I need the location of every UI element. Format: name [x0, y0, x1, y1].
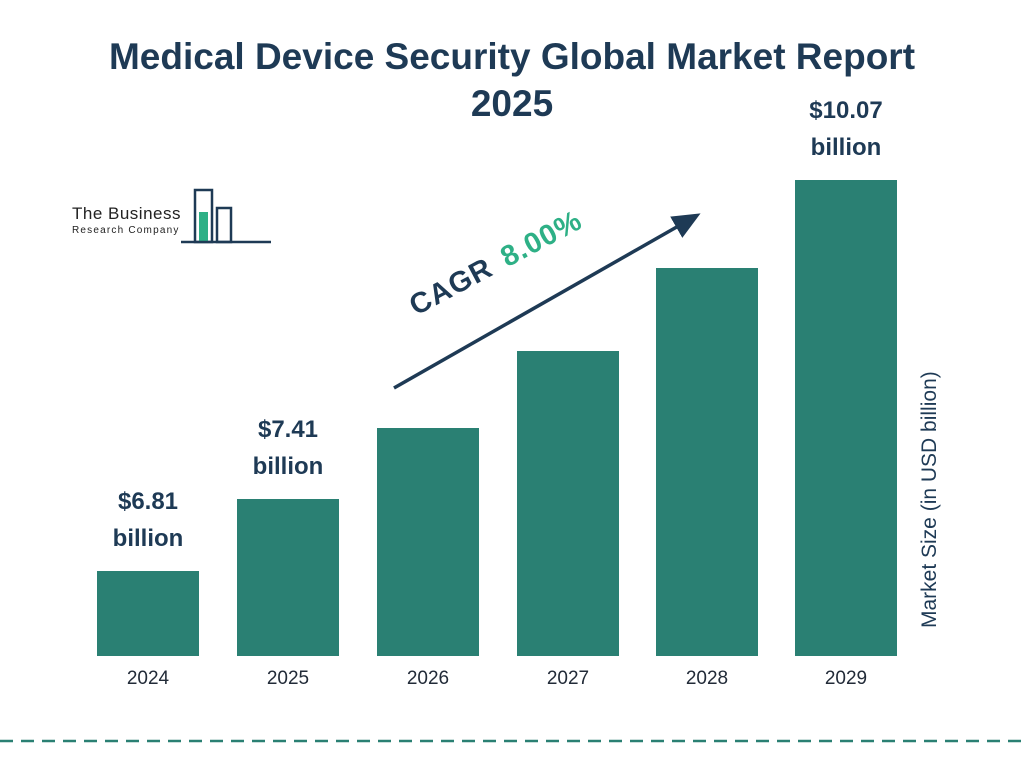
bar-column-2025: $7.41 billion 2025 [237, 411, 339, 690]
bar-value-label-2025: $7.41 billion [253, 411, 324, 485]
value-unit: billion [252, 452, 324, 480]
bottom-dashed-divider [0, 739, 1024, 743]
page-title-line2: 2025 [470, 82, 554, 124]
logo-name-line1: The Business [72, 204, 181, 223]
company-logo-text: The Business Research Company [72, 204, 181, 236]
value-unit: billion [810, 133, 882, 161]
bar-2027 [517, 351, 619, 656]
bar-chart-logo-icon [181, 188, 271, 244]
cagr-trend-arrow-icon [393, 213, 701, 390]
x-tick-2025: 2025 [266, 668, 310, 689]
logo-name-line2: Research Company [72, 225, 180, 236]
bar-column-2029: $10.07 billion 2029 [795, 92, 897, 690]
x-tick-2026: 2026 [406, 668, 450, 689]
bar-column-2024: $6.81 billion 2024 [97, 483, 199, 690]
x-tick-2029: 2029 [824, 668, 868, 689]
bar-2024 [97, 571, 199, 656]
x-tick-2027: 2027 [546, 668, 590, 689]
bar-value-label-2029: $10.07 billion [809, 92, 882, 166]
bar-value-label-2024: $6.81 billion [113, 483, 184, 557]
y-axis-label: Market Size (in USD billion) [918, 371, 941, 629]
value-unit: billion [112, 524, 184, 552]
company-logo: The Business Research Company [72, 188, 271, 250]
x-tick-2028: 2028 [685, 668, 729, 689]
bar-2026 [377, 428, 479, 656]
value-amount: $6.81 [117, 487, 179, 515]
bar-2028 [656, 268, 758, 656]
bar-column-2028: 2028 [656, 254, 758, 690]
x-tick-2024: 2024 [126, 668, 170, 689]
value-amount: $10.07 [809, 96, 883, 124]
bar-2025 [237, 499, 339, 656]
bar-column-2027: 2027 [517, 337, 619, 690]
bar-2029 [795, 180, 897, 656]
page-title-line1: Medical Device Security Global Market Re… [108, 36, 916, 77]
bar-column-2026: 2026 [377, 414, 479, 690]
value-amount: $7.41 [257, 415, 319, 443]
page-title: Medical Device Security Global Market Re… [0, 34, 1024, 128]
